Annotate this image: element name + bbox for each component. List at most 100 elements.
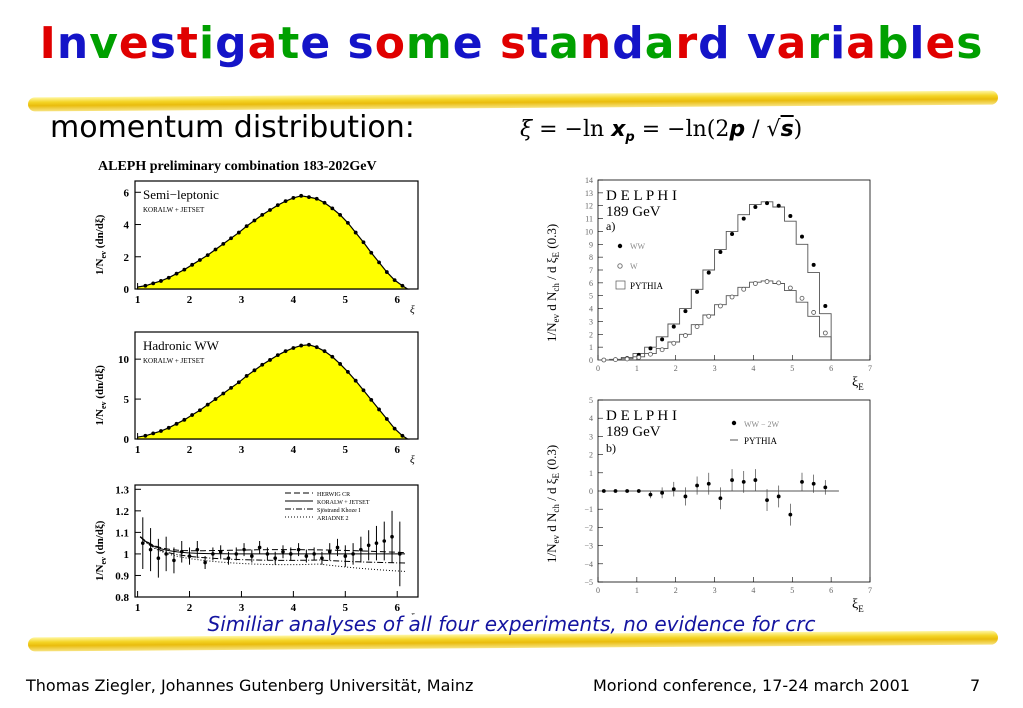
delphi-b-ytick-label: 3 — [589, 432, 593, 441]
aleph-data-point — [338, 362, 343, 366]
delphi-a-energy: 189 GeV — [606, 204, 661, 220]
delphi-b-xlabel: ξE — [852, 597, 864, 612]
aleph-ratio-xtick-label: 1 — [135, 602, 141, 614]
delphi-b-point — [788, 512, 793, 517]
delphi-a-ytick-label: 9 — [589, 240, 593, 249]
delphi-b-ytick-label: 1 — [589, 469, 593, 478]
delphi-a-xtick-label: 3 — [713, 364, 717, 373]
title-letter: a — [247, 18, 279, 69]
aleph-ratio-model-curve — [139, 536, 406, 554]
delphi-a-ww-point — [718, 250, 723, 254]
slide-caption: Similiar analyses of all four experiment… — [207, 612, 816, 636]
aleph-data-point — [174, 421, 179, 426]
slide-title: Investigate some standard variables — [0, 18, 1023, 69]
aleph-data-point — [182, 417, 187, 422]
aleph-data-point — [174, 271, 179, 276]
aleph-data-point — [198, 258, 202, 262]
aleph-data-point — [283, 349, 288, 354]
delphi-b-ytick-label: −3 — [584, 542, 593, 551]
aleph-ratio-point — [398, 552, 402, 556]
title-letter — [484, 18, 500, 69]
aleph-data-point — [213, 397, 218, 401]
delphi-a-xtick-label: 2 — [674, 364, 678, 373]
aleph-data-point — [252, 368, 257, 373]
formula-sub-p: p — [625, 130, 635, 146]
ylabel-part: d N — [544, 291, 559, 314]
delphi-b-point — [776, 494, 781, 499]
delphi-a-ytick-label: 11 — [585, 215, 593, 224]
aleph-panel-1-xtick-label: 3 — [239, 444, 245, 456]
aleph-data-point — [384, 417, 389, 421]
aleph-data-point — [299, 343, 304, 348]
aleph-panel-1-xtick-label: 6 — [394, 444, 400, 456]
aleph-panel-0-ytick-label: 6 — [124, 187, 130, 199]
aleph-panel-1-ylabel: 1/Nev (dn/dξ) — [94, 365, 108, 426]
aleph-ratio-point — [179, 549, 184, 554]
aleph-ratio-xtick-label: 3 — [239, 602, 245, 614]
aleph-ratio-point — [164, 552, 168, 556]
ylabel-rest: (dn/dξ) — [94, 520, 106, 557]
aleph-data-point — [151, 431, 156, 436]
title-letter: e — [925, 18, 957, 69]
title-letter — [731, 18, 747, 69]
aleph-ratio-ylabel: 1/Nev (dn/dξ) — [94, 520, 108, 581]
aleph-ratio-point — [195, 547, 200, 552]
delphi-a-legend-pythia-marker — [615, 280, 626, 290]
aleph-data-point — [330, 354, 335, 359]
aleph-data-point — [244, 374, 249, 378]
aleph-ratio-model-curve — [139, 536, 406, 572]
aleph-data-point — [236, 380, 241, 385]
title-letter: r — [675, 18, 699, 69]
delphi-a-legend-pythia: PYTHIA — [630, 281, 663, 291]
delphi-a-tag: a) — [606, 219, 615, 233]
aleph-data-point — [229, 236, 233, 241]
aleph-panel-sublabel: KORALW + JETSET — [143, 357, 205, 365]
aleph-data-point — [338, 212, 343, 217]
title-letter: s — [956, 18, 984, 69]
aleph-ratio-point — [366, 543, 371, 548]
aleph-panel-0-ytick-label: 0 — [124, 284, 130, 296]
aleph-data-point — [345, 370, 350, 374]
aleph-data-point — [244, 224, 249, 229]
delphi-b-point — [648, 492, 653, 497]
aleph-ratio-point — [226, 556, 231, 561]
aleph-ratio-ytick-label: 0.8 — [115, 592, 129, 604]
formula-xi: ξ — [520, 117, 533, 142]
aleph-panel-1-ytick-label: 5 — [124, 394, 130, 406]
aleph-ratio-xtick-label: 2 — [187, 602, 193, 614]
aleph-ratio-xtick-label: 6 — [394, 602, 400, 614]
delphi-b-point — [601, 489, 606, 493]
aleph-ratio-point — [304, 554, 309, 558]
section-subtitle: momentum distribution: — [50, 110, 415, 145]
title-letter: I — [39, 18, 57, 69]
formula-eq2: = −ln(2 — [641, 117, 730, 142]
aleph-data-point — [314, 345, 319, 350]
aleph-data-point — [275, 353, 280, 358]
aleph-ratio-point — [172, 558, 176, 563]
aleph-panel-1-ytick-label: 0 — [124, 434, 130, 446]
aleph-data-point — [400, 433, 405, 438]
xlabel-sub: E — [858, 382, 864, 392]
delphi-b-point — [811, 481, 816, 486]
delphi-a-ww-point — [800, 234, 804, 239]
aleph-data-point — [182, 267, 187, 272]
delphi-b-xtick-label: 3 — [713, 586, 717, 595]
delphi-b-point — [636, 489, 641, 493]
delphi-a-w-point — [613, 357, 618, 363]
title-letter: l — [909, 18, 926, 69]
delphi-b-point — [800, 480, 804, 484]
footer-conference: Moriond conference, 17-24 march 2001 — [593, 676, 910, 695]
delphi-a-ww-point — [671, 324, 676, 329]
delphi-a-ww-point — [695, 289, 700, 294]
delphi-a-legend-w: W — [630, 262, 638, 271]
aleph-data-point — [291, 196, 296, 200]
title-letter: r — [807, 18, 831, 69]
aleph-data-point — [377, 407, 381, 412]
aleph-data-point — [159, 429, 163, 433]
delphi-b-ytick-label: −2 — [584, 523, 593, 532]
ylabel-main: 1/N — [94, 564, 106, 581]
delphi-b-xtick-label: 5 — [790, 586, 794, 595]
delphi-a-xtick-label: 0 — [596, 364, 600, 373]
aleph-data-point — [299, 193, 304, 198]
aleph-data-point — [190, 413, 195, 417]
